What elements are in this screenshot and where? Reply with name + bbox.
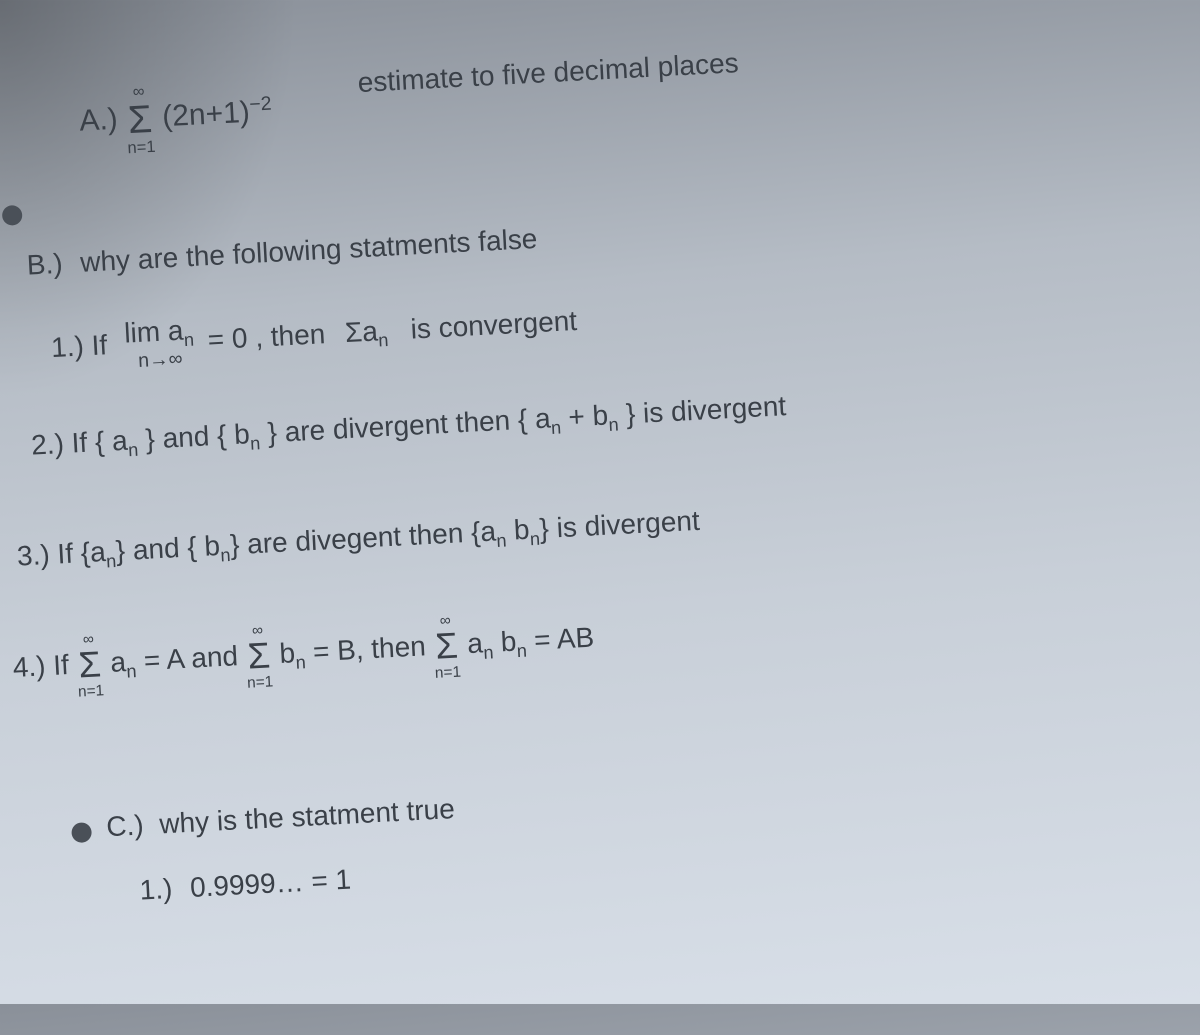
problem-b3: 3.) If {an} and { bn} are divegent then … <box>16 505 700 577</box>
label-c: C.) <box>106 809 145 842</box>
problem-b-header: B.) why are the following statments fals… <box>26 223 538 282</box>
sigma-b4-3: ∞ Σ n=1 <box>432 613 462 681</box>
problem-c-header: C.) why is the statment true <box>106 793 456 843</box>
expr-a: (2n+1) <box>161 96 250 134</box>
label-a: A.) <box>78 103 118 138</box>
prompt-c: why is the statment true <box>159 793 456 839</box>
problem-c1: 1.) 0.9999… = 1 <box>139 864 352 907</box>
label-b: B.) <box>26 248 63 281</box>
problem-a: A.) ∞ Σ n=1 (2n+1)−2 <box>78 77 274 159</box>
problem-b4: 4.) If ∞ Σ n=1 an = A and ∞ Σ n=1 bn = B… <box>11 606 596 704</box>
sigma-b4-1: ∞ Σ n=1 <box>75 631 105 699</box>
lim-block: lim an n→∞ <box>124 316 196 372</box>
sigma-b4-2: ∞ Σ n=1 <box>244 622 274 690</box>
bullet-2 <box>71 822 92 843</box>
instruction-a: estimate to five decimal places <box>357 47 739 99</box>
problem-b1: 1.) If lim an n→∞ = 0 , then Σan is conv… <box>50 296 579 376</box>
bullet-1 <box>2 205 23 226</box>
problem-b2: 2.) If { an } and { bn } are divergent t… <box>30 390 787 466</box>
prompt-b: why are the following statments false <box>79 223 538 278</box>
sigma-a: ∞ Σ n=1 <box>124 83 156 156</box>
handwritten-page: A.) ∞ Σ n=1 (2n+1)−2 estimate to five de… <box>0 0 1200 1035</box>
